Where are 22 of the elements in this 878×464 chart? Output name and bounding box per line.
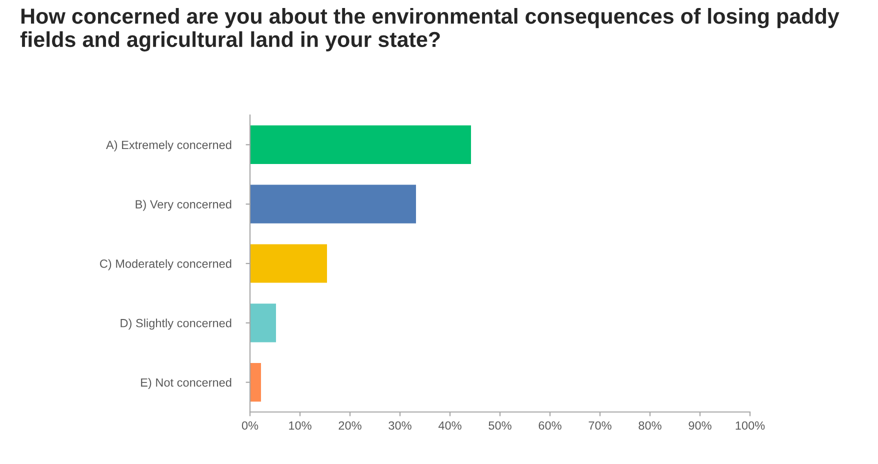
x-tick-label: 30% <box>388 421 412 430</box>
bar <box>250 362 261 402</box>
x-tick-label: 50% <box>488 421 512 430</box>
bar <box>250 125 471 164</box>
y-tick-label: A) Extremely concerned <box>106 140 232 152</box>
x-tick-label: 40% <box>438 421 462 430</box>
x-tick-label: 90% <box>688 421 712 430</box>
y-tick-label: C) Moderately concerned <box>100 259 232 270</box>
y-tick-label: D) Slightly concerned <box>120 318 232 330</box>
x-tick-label: 0% <box>242 421 258 430</box>
bar <box>250 184 416 224</box>
x-tick-label: 70% <box>588 421 612 430</box>
bar <box>250 244 327 283</box>
x-tick-label: 100% <box>736 421 765 430</box>
x-tick-label: 20% <box>338 421 362 430</box>
x-tick-label: 60% <box>538 421 562 430</box>
bar <box>250 304 276 342</box>
x-tick-label: 80% <box>638 421 662 430</box>
chart-title: How concerned are you about the environmental consequences of losing paddy fields and agricultural land in your state? <box>20 8 840 52</box>
y-tick-label: B) Very concerned <box>136 200 232 211</box>
y-tick-label: E) Not concerned <box>141 378 232 390</box>
x-tick-label: 10% <box>289 421 312 430</box>
